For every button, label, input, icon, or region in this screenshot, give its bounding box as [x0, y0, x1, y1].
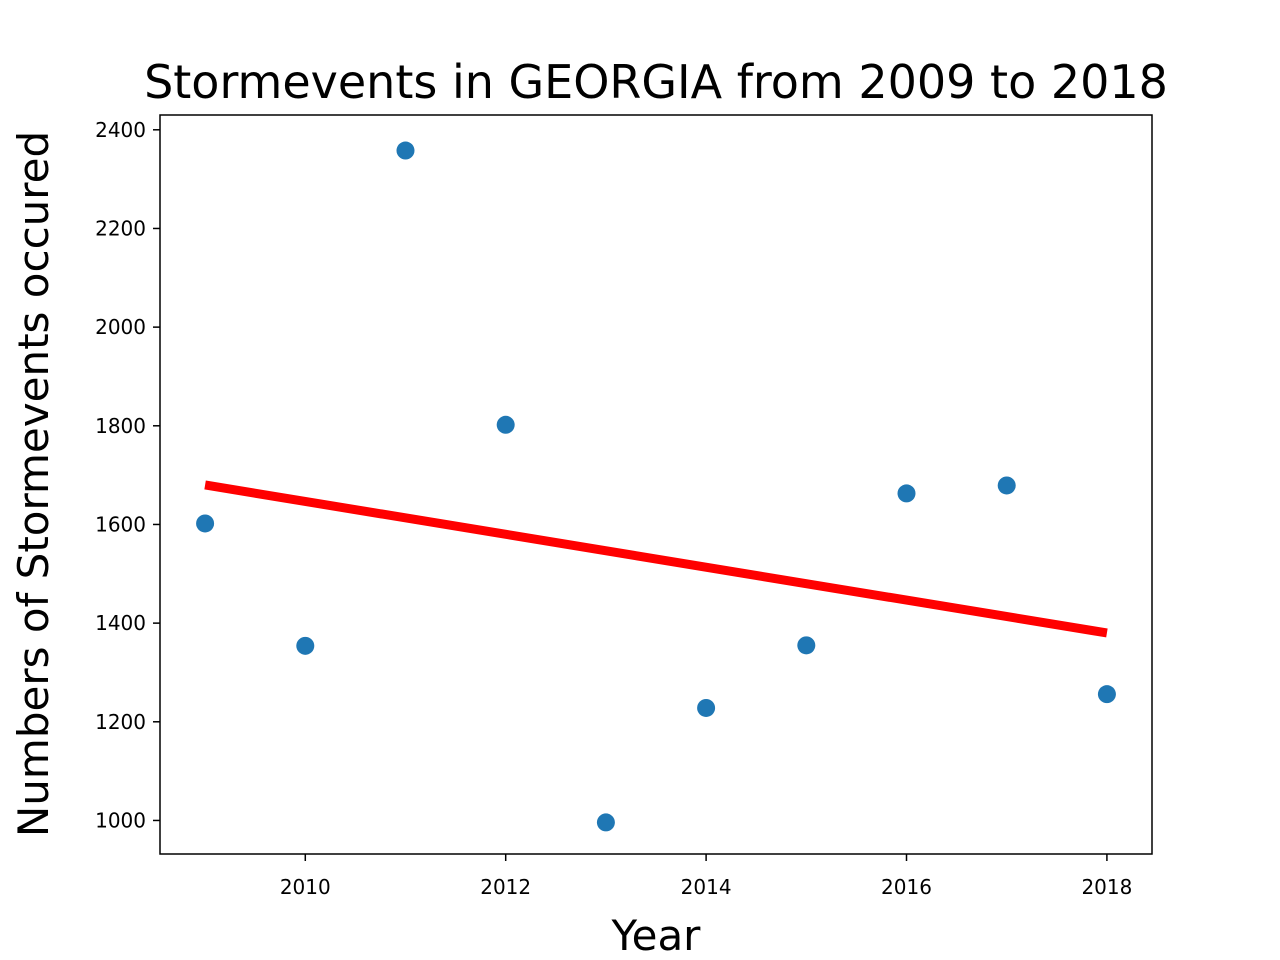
scatter-point [997, 476, 1016, 495]
y-tick-label: 1000 [95, 808, 146, 832]
plot-marks [196, 141, 1116, 832]
scatter-point [296, 636, 315, 655]
x-axis-label: Year [611, 911, 702, 960]
y-tick-label: 2400 [95, 118, 146, 142]
x-tick-label: 2014 [681, 875, 732, 899]
scatter-point [1097, 685, 1116, 704]
x-tick-label: 2012 [480, 875, 531, 899]
scatter-point [697, 698, 716, 717]
scatter-point [797, 636, 816, 655]
y-axis-label: Numbers of Stormevents occured [9, 131, 58, 837]
plot-area-frame [159, 114, 1153, 855]
x-tick-label: 2018 [1081, 875, 1132, 899]
y-axis-ticks: 1000 1200 1400 1600 1800 2000 2200 2400 [95, 118, 160, 832]
x-tick-label: 2010 [280, 875, 331, 899]
scatter-point [496, 415, 515, 434]
y-tick-label: 2000 [95, 315, 146, 339]
x-tick-label: 2016 [881, 875, 932, 899]
y-tick-label: 1400 [95, 611, 146, 635]
y-tick-label: 2200 [95, 216, 146, 240]
scatter-point [897, 484, 916, 503]
y-tick-label: 1200 [95, 710, 146, 734]
y-tick-label: 1800 [95, 414, 146, 438]
scatter-point [396, 141, 415, 160]
chart-title: Stormevents in GEORGIA from 2009 to 2018 [144, 55, 1168, 109]
x-axis-ticks: 2010 2012 2014 2016 2018 [280, 854, 1132, 899]
scatter-point [596, 813, 615, 832]
scatter-point [196, 514, 215, 533]
y-tick-label: 1600 [95, 512, 146, 536]
trend-line [204, 480, 1108, 638]
